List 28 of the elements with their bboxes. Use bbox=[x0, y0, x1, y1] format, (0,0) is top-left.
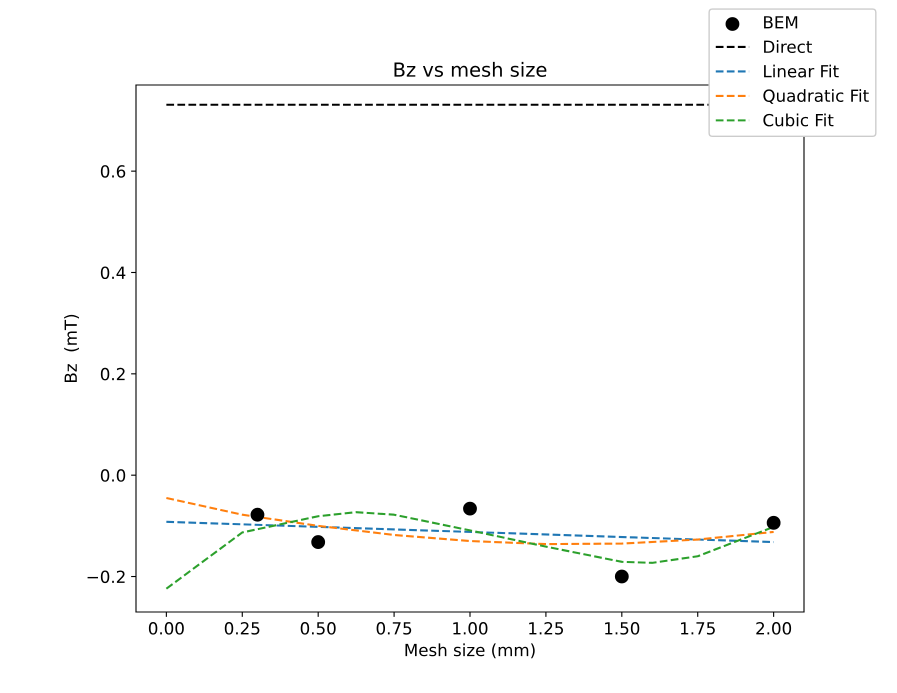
line-series bbox=[165, 496, 775, 546]
x-tick-label: 0.50 bbox=[300, 622, 336, 635]
point bbox=[311, 535, 326, 549]
point bbox=[614, 570, 629, 584]
y-tick-label: 0.4 bbox=[100, 266, 126, 280]
x-tick-label: 1.25 bbox=[529, 622, 564, 635]
y-axis-title: Bz (mT) bbox=[64, 314, 79, 382]
x-tick-label: 1.00 bbox=[453, 622, 488, 635]
y-tick-label: −0.2 bbox=[88, 570, 125, 584]
point bbox=[250, 508, 264, 522]
point bbox=[463, 502, 477, 516]
x-tick-label: 1.50 bbox=[605, 622, 640, 635]
legend-label: Cubic Fit bbox=[763, 114, 834, 126]
legend-label: Quadratic Fit bbox=[763, 89, 869, 104]
x-tick-label: 0.00 bbox=[148, 622, 184, 635]
x-tick-label: 1.75 bbox=[681, 622, 715, 635]
x-tick-label: 2.00 bbox=[756, 622, 792, 635]
legend-label: BEM bbox=[764, 16, 798, 28]
legend-label: Direct bbox=[764, 40, 812, 54]
y-tick-label: 0.0 bbox=[100, 469, 126, 482]
x-tick-label: 0.75 bbox=[376, 622, 412, 635]
legend-label: Linear Fit bbox=[764, 64, 839, 78]
point bbox=[766, 516, 781, 530]
y-tick-label: 0.6 bbox=[100, 165, 126, 178]
x-axis-title: Mesh size (mm) bbox=[406, 643, 535, 658]
y-tick-label: 0.2 bbox=[100, 368, 125, 380]
chart-title: Bz vs mesh size bbox=[394, 62, 546, 77]
x-tick-label: 0.25 bbox=[224, 622, 260, 635]
